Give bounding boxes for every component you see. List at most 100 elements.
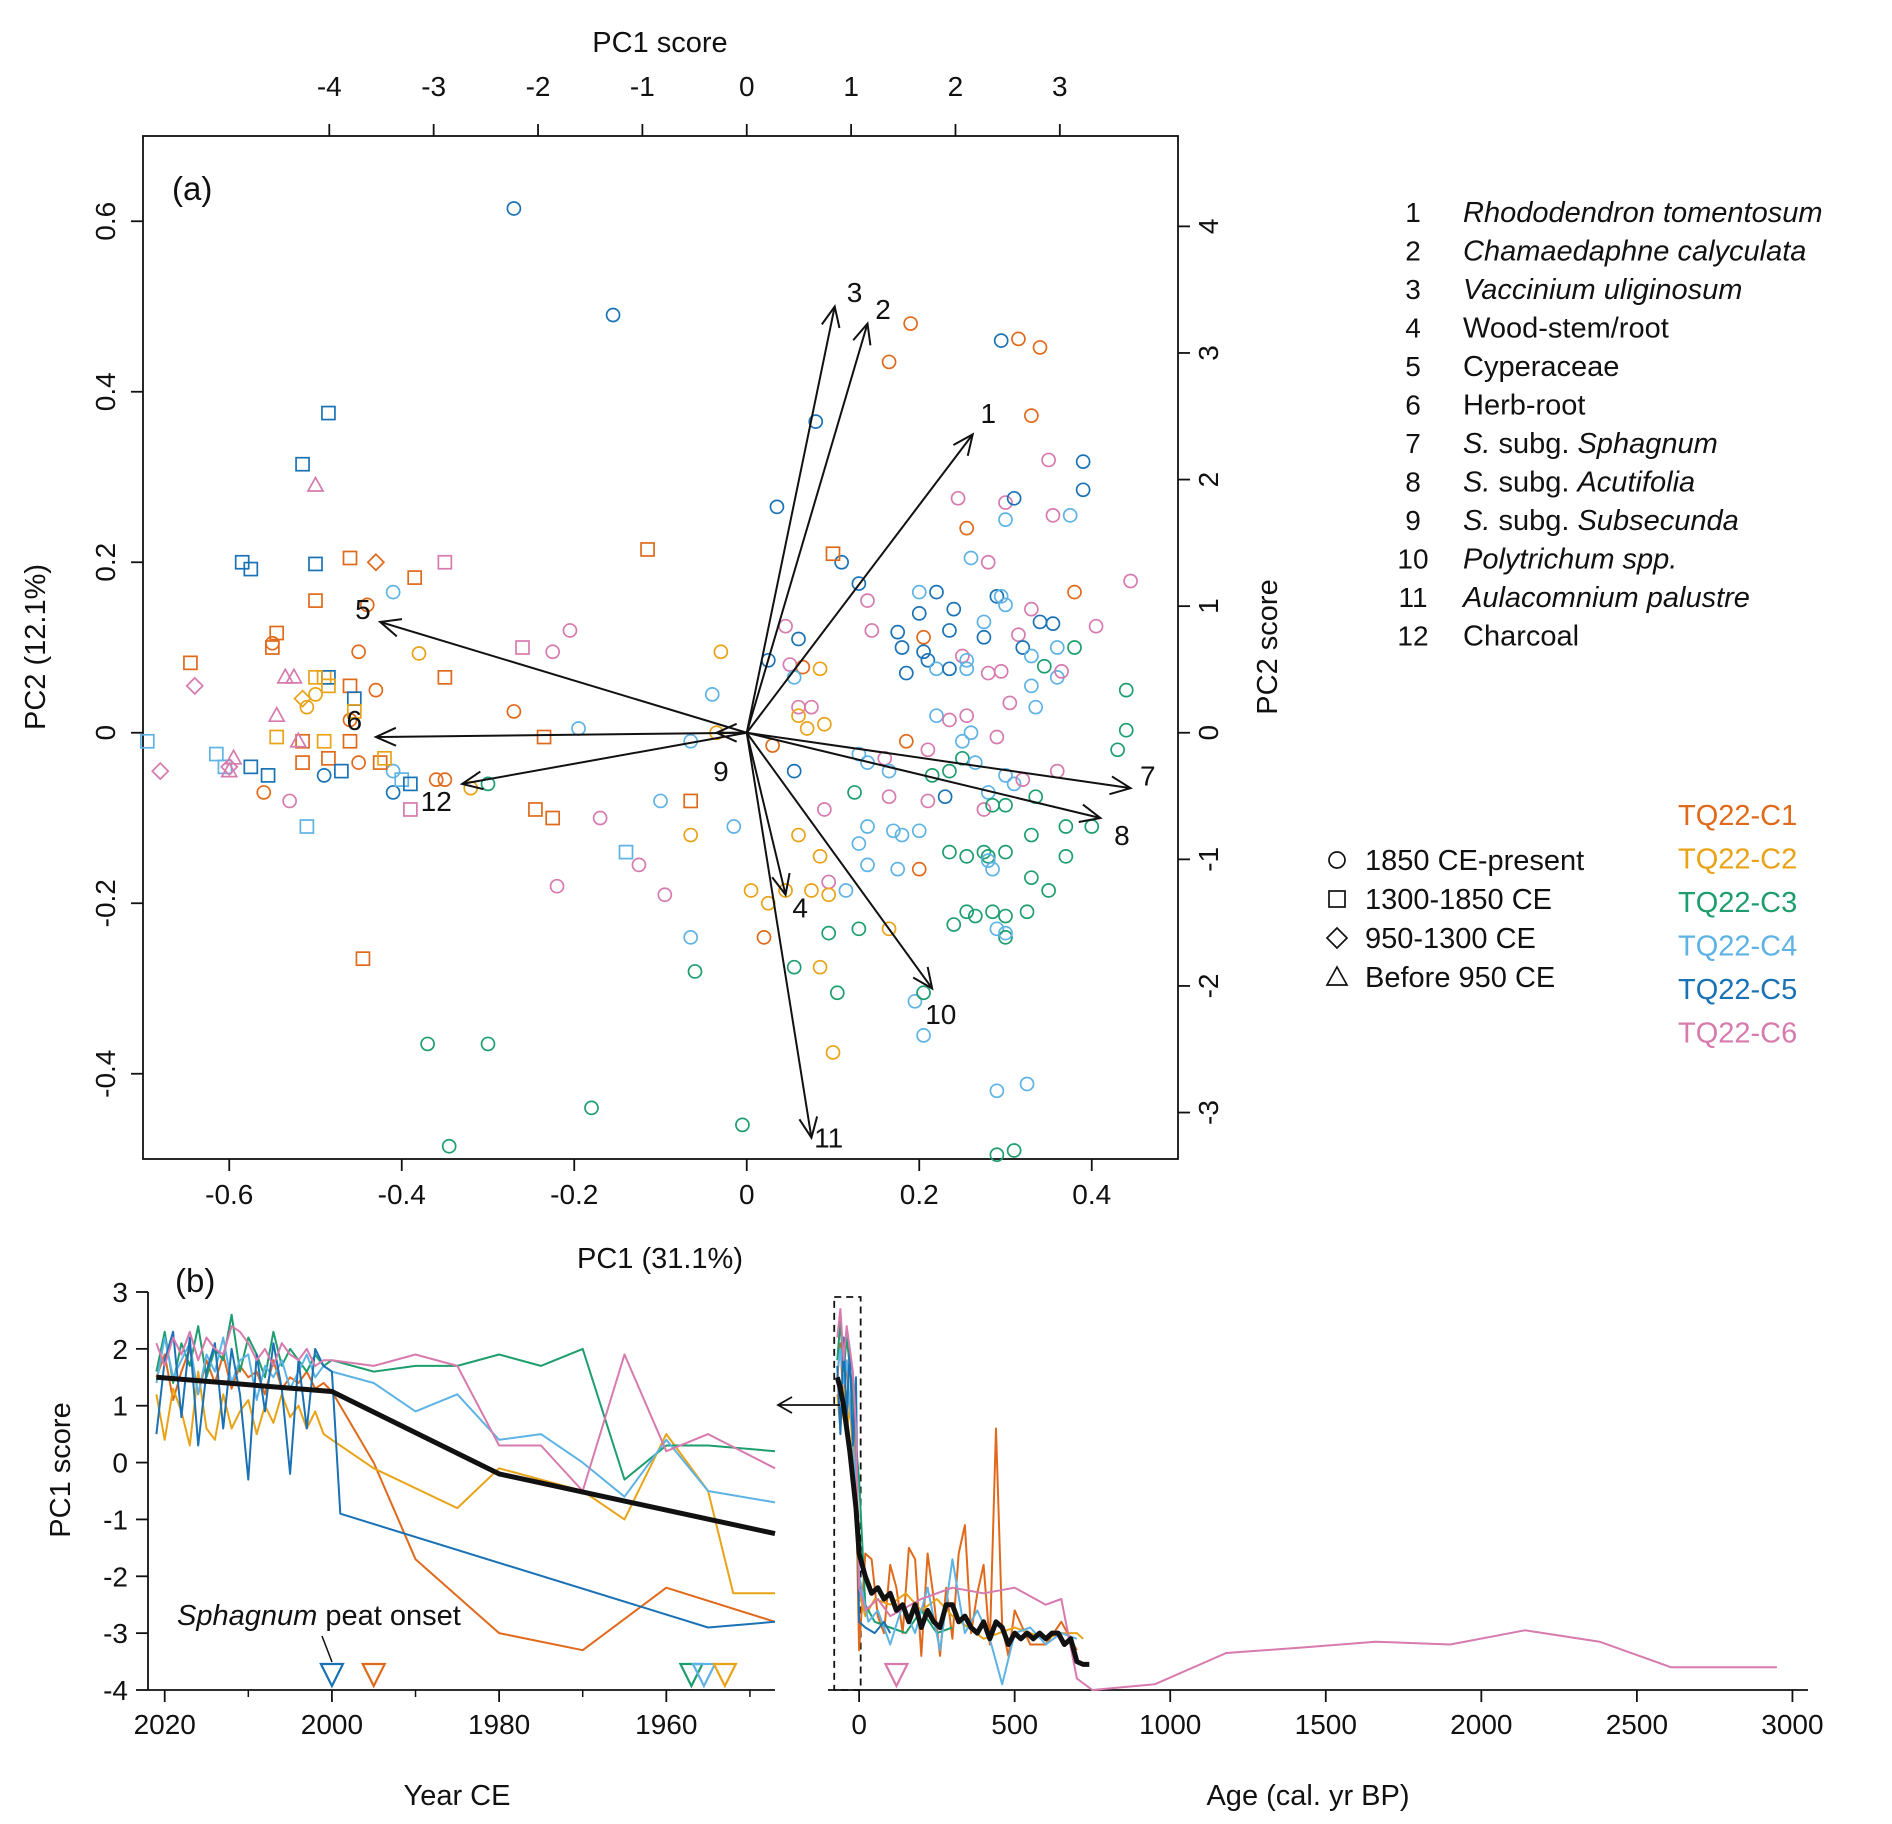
point-TQ22-C2-diamond (293, 689, 312, 708)
point-TQ22-C6-circle (1041, 452, 1056, 468)
point-TQ22-C3-circle (480, 1036, 496, 1052)
point-TQ22-C4-circle (1006, 776, 1022, 792)
point-TQ22-C5-circle (1075, 482, 1091, 498)
point-TQ22-C4-circle (683, 929, 699, 945)
point-TQ22-C2-square (316, 669, 332, 685)
panel-label-b: (b) (175, 1262, 215, 1299)
point-TQ22-C2-circle (825, 1045, 841, 1060)
sample-points (139, 201, 1138, 1163)
point-TQ22-C4-circle (998, 597, 1013, 613)
point-TQ22-C3-circle (976, 844, 992, 860)
point-TQ22-C4-circle (959, 652, 975, 668)
x-tick-label: 1000 (1139, 1709, 1201, 1740)
pca-biplot-panel: (a) -0.6 -0.4 -0.2 0 0.2 0.4 -0.4 -0.2 0 0.2 0.4 0… (20, 27, 1284, 1275)
link-arrowhead (776, 1396, 793, 1414)
point-TQ22-C2-circle (812, 959, 828, 975)
point-TQ22-C2-circle (812, 661, 828, 677)
y-tick-label: 0 (112, 1448, 128, 1479)
point-TQ22-C6-square (515, 640, 530, 655)
point-TQ22-C2-square (316, 733, 332, 749)
point-TQ22-C5-circle (834, 554, 849, 570)
arrowhead-3 (821, 304, 841, 329)
point-TQ22-C4-circle (1062, 508, 1078, 523)
arrowhead-6 (373, 726, 397, 747)
annotation-italic: Sphagnum (177, 1600, 317, 1632)
arrow-label-9: 9 (713, 756, 729, 787)
point-TQ22-C5-square (260, 768, 276, 783)
series-line-TQ22-C4 (155, 1336, 776, 1504)
y-tick-label: -1 (103, 1504, 128, 1535)
taxa-legend-name: Chamaedaphne calyculata (1463, 236, 1806, 268)
point-TQ22-C1-circle (1024, 408, 1039, 423)
point-TQ22-C2-circle (791, 827, 806, 843)
legend-triangle-icon (1325, 965, 1349, 986)
point-TQ22-C2-circle (713, 644, 729, 660)
point-TQ22-C4-circle (704, 687, 720, 702)
onset-marker-TQ22-C1 (360, 1662, 387, 1689)
point-TQ22-C1-circle (959, 520, 975, 536)
taxa-legend-name: S. subg. Sphagnum (1463, 428, 1718, 460)
point-TQ22-C1-square (407, 570, 423, 585)
top-tick-label: -3 (421, 71, 446, 102)
series-line-TQ22-C3 (155, 1313, 776, 1481)
x-tick-label: 2020 (134, 1709, 196, 1740)
point-TQ22-C5-circle (769, 499, 785, 515)
right-tick-label: -3 (1193, 1100, 1224, 1125)
series-line-TQ22-C5 (836, 1336, 892, 1635)
x-tick-label: -0.4 (378, 1179, 426, 1210)
point-TQ22-C5-circle (894, 640, 910, 655)
taxa-legend-name: Polytrichum spp. (1463, 544, 1677, 576)
point-TQ22-C1-circle (342, 712, 358, 728)
x-tick-label: 0 (851, 1709, 867, 1740)
point-TQ22-C4-circle (860, 819, 875, 834)
x-tick-label: -0.2 (550, 1179, 598, 1210)
point-TQ22-C1-circle (903, 316, 918, 331)
point-TQ22-C6-circle (1049, 763, 1065, 779)
arrowhead-8 (1078, 803, 1103, 823)
point-TQ22-C6-circle (545, 644, 561, 660)
year-onset-markers (319, 1662, 738, 1689)
point-TQ22-C1-square (825, 546, 841, 562)
arrowhead-1 (952, 432, 975, 457)
taxa-legend-number: 6 (1405, 390, 1421, 421)
point-TQ22-C5-circle (989, 588, 1005, 604)
taxa-subg: subg. (1490, 428, 1577, 460)
point-TQ22-C6-circle (1123, 573, 1138, 589)
point-TQ22-C6-circle (1054, 664, 1069, 679)
taxa-legend-number: 2 (1405, 236, 1421, 267)
x-tick-label: 0.4 (1072, 1179, 1111, 1210)
y-tick-label: 0.2 (90, 543, 121, 582)
onset-marker-TQ22-C2 (712, 1662, 738, 1689)
age-onset-markers (883, 1662, 910, 1689)
point-TQ22-C3-circle (946, 917, 962, 932)
point-TQ22-C4-circle (1028, 699, 1044, 715)
series-line-TQ22-C1 (836, 1342, 1078, 1657)
legend-shape-label: 950-1300 CE (1365, 923, 1536, 955)
onset-marker-TQ22-C5 (319, 1662, 345, 1689)
arrowhead-11 (798, 1116, 819, 1141)
point-TQ22-C1-circle (1067, 584, 1082, 600)
point-TQ22-C3-circle (998, 908, 1013, 924)
y-tick-label: -4 (103, 1675, 128, 1706)
arrow-6 (375, 731, 747, 739)
point-TQ22-C6-triangle (276, 667, 295, 684)
x-tick-label: 2000 (1450, 1709, 1512, 1740)
point-TQ22-C4-circle (963, 725, 979, 741)
point-TQ22-C5-circle (791, 631, 806, 647)
point-TQ22-C3-circle (735, 1117, 750, 1133)
y-tick-label: 0.6 (90, 202, 121, 241)
point-TQ22-C6-circle (821, 874, 837, 890)
top-tick-label: -1 (630, 71, 655, 102)
point-TQ22-C2-circle (812, 849, 828, 864)
point-TQ22-C2-square (269, 729, 285, 745)
point-TQ22-C5-square (403, 776, 418, 792)
point-TQ22-C2-circle (778, 883, 793, 898)
point-TQ22-C4-circle (976, 614, 992, 630)
series-line-mean (834, 1376, 1090, 1667)
point-TQ22-C5-square (308, 556, 323, 572)
legend-core-TQ22-C2: TQ22-C2 (1678, 844, 1797, 876)
age-series-lines (834, 1308, 1777, 1691)
taxa-legend-name: Cyperaceae (1463, 351, 1619, 383)
x-tick-label: -0.6 (205, 1179, 253, 1210)
y-tick-label: 1 (112, 1391, 128, 1422)
